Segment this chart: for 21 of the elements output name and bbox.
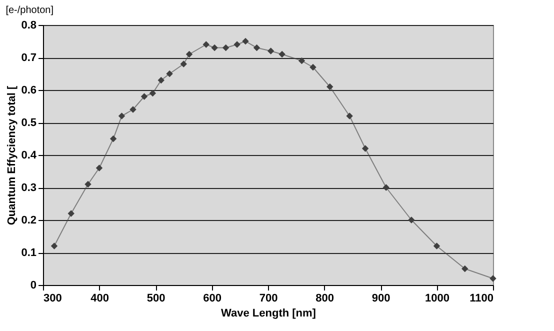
x-tick-label: 300 [44,292,62,304]
y-axis-title: Quantum Effyciency total [ [6,85,18,226]
y-tick-label: 0.6 [21,84,36,96]
y-tick-label: 0 [30,280,36,292]
x-tick-label: 800 [316,292,334,304]
text: [e-/photon] [6,5,54,16]
x-tick-label: 900 [372,292,390,304]
x-tick-label: 1000 [425,292,450,304]
x-axis-title: Wave Length [nm] [221,308,316,320]
y-tick-label: 0.4 [21,150,38,162]
y-tick-label: 0.5 [21,117,36,129]
y-tick-label: 0.2 [21,214,36,226]
x-tick-label: 700 [259,292,278,304]
y-tick-label: 0.7 [21,52,36,64]
x-tick-label: 400 [90,292,109,304]
x-tick-label: 600 [203,292,222,304]
y-tick-label: 0.1 [21,247,36,259]
x-tick-label: 500 [146,292,166,304]
x-tick-label: 1100 [470,292,494,304]
y-tick-label: 0.8 [21,20,36,32]
y-tick-label: 0.3 [21,182,36,194]
